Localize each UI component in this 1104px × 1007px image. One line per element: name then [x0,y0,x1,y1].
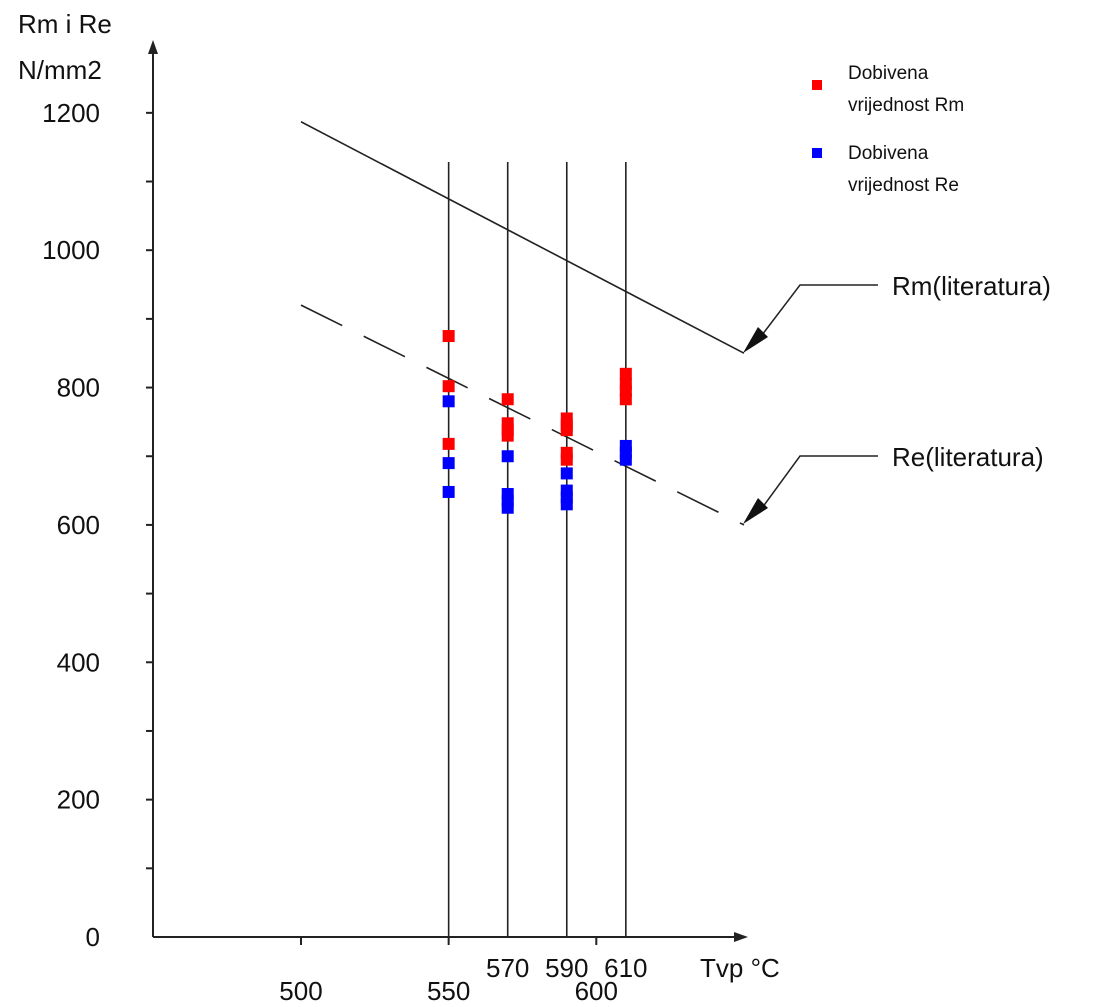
legend-swatch-rm [812,80,822,90]
re-data-point [501,501,514,514]
y-axis-arrow [148,40,158,54]
reference-lines [300,121,745,526]
legend-label-rm-line1: Dobivena [848,63,929,84]
rm-data-point [560,424,573,437]
re-data-point [501,450,514,463]
legend-label-rm-line2: vrijednost Rm [848,95,964,116]
re-data-point [442,395,455,408]
y-tick-label: 0 [86,922,100,952]
re-data-point [560,498,573,511]
x-tick-label: 550 [427,976,470,1006]
reference-line-re [300,304,745,526]
re-data-point [442,457,455,470]
y-tick-label: 200 [57,785,100,815]
y-tick-label: 400 [57,647,100,677]
annotation-rm-literatura: Rm(literatura) [743,271,1051,353]
re-data-point [501,488,514,501]
annotation-re-literatura: Re(literatura) [743,442,1044,524]
x-ticks: 500 550 600 570 590 610 [279,937,648,1006]
rm-data-point [501,393,514,406]
y-ticks: 0 200 400 600 800 1000 1200 [42,98,153,952]
leader-arrow-rm [743,327,768,353]
reference-line-rm [300,121,745,354]
rm-data-point [501,417,514,430]
x-axis-arrow [734,932,748,942]
rm-data-point [501,429,514,442]
y-axis-title-line2: N/mm2 [18,55,102,85]
re-data-point [619,453,632,466]
x-tick-label: 570 [486,953,529,983]
y-tick-label: 600 [57,510,100,540]
axes [148,40,748,942]
rm-data-point [442,437,455,450]
re-data-point [560,467,573,480]
rm-data-point [619,367,632,380]
y-tick-label: 800 [57,373,100,403]
legend-label-re-line1: Dobivena [848,143,929,164]
ref-label-re: Re(literatura) [892,442,1044,472]
x-tick-label: 500 [279,976,322,1006]
rm-data-point [619,393,632,406]
leader-line-re [761,455,878,509]
legend: Dobivena vrijednost Rm Dobivena vrijedno… [812,63,964,196]
data-points [442,330,632,514]
re-data-point [442,485,455,498]
rm-data-point [560,453,573,466]
y-axis-title-line1: Rm i Re [18,9,112,39]
re-data-point [501,494,514,507]
y-tick-label: 1000 [42,235,100,265]
legend-swatch-re [812,148,822,158]
rm-data-point [442,380,455,393]
x-axis-title: Tvp °C [700,953,780,983]
legend-label-re-line2: vrijednost Re [848,175,959,196]
ref-label-rm: Rm(literatura) [892,271,1051,301]
x-tick-label: 600 [575,976,618,1006]
rm-data-point [442,330,455,343]
y-tick-label: 1200 [42,98,100,128]
leader-line-rm [761,284,878,336]
x-tick-label: 610 [604,953,647,983]
leader-arrow-re [743,498,768,524]
x-tick-label: 590 [545,953,588,983]
